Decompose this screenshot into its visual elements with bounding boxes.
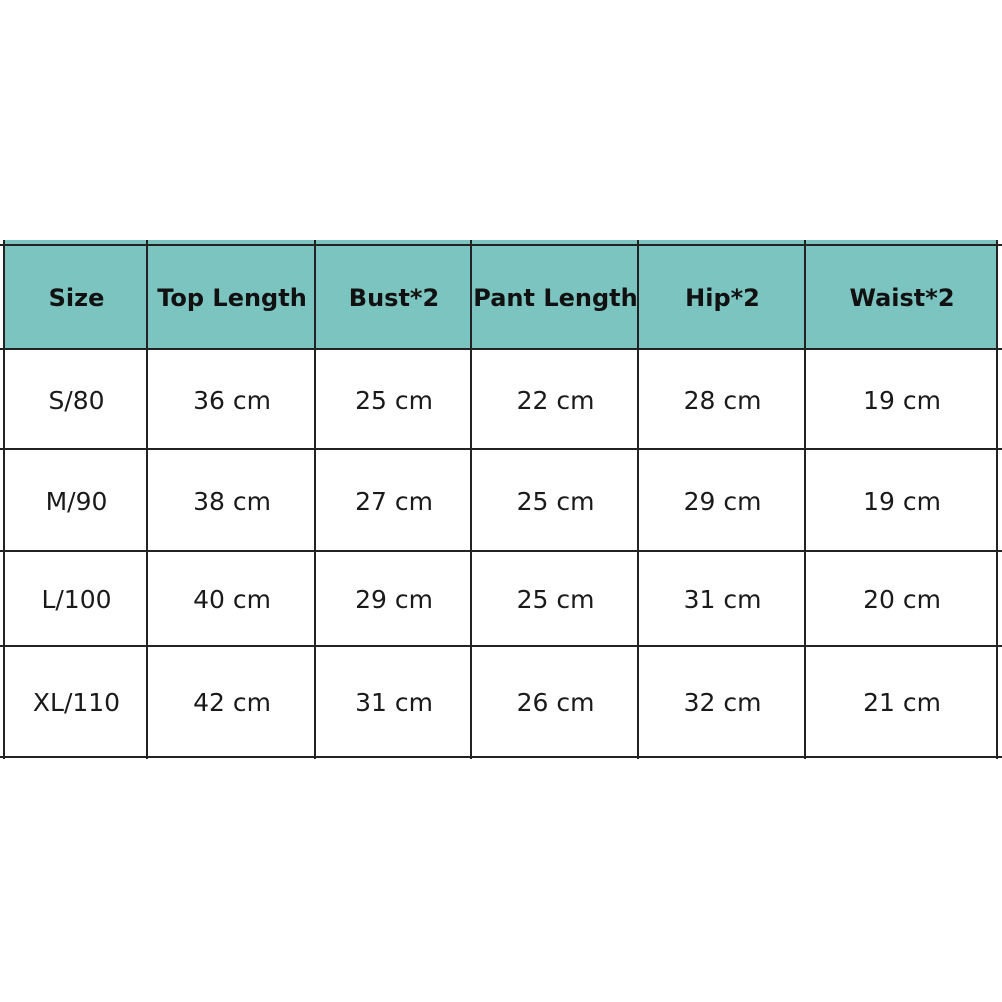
column-divider — [314, 240, 316, 759]
column-divider — [3, 240, 5, 759]
table-cell: 27 cm — [355, 486, 433, 516]
table-cell: M/90 — [45, 486, 108, 516]
table-cell: 29 cm — [355, 585, 433, 614]
table-cell: 28 cm — [683, 385, 762, 415]
table-cell: 31 cm — [683, 585, 762, 614]
row-divider — [0, 645, 1002, 647]
table-cell: 19 cm — [863, 385, 941, 415]
column-divider — [996, 240, 998, 759]
table-cell: 26 cm — [516, 688, 595, 717]
row-divider — [0, 550, 1002, 552]
table-cell: 36 cm — [193, 385, 271, 415]
table-cell: S/80 — [48, 385, 105, 415]
column-header: Pant Length — [473, 284, 638, 312]
row-divider — [0, 756, 1002, 758]
table-cell: 31 cm — [355, 688, 433, 717]
row-divider — [0, 244, 1002, 246]
table-cell: 32 cm — [683, 688, 762, 717]
table-cell: 22 cm — [516, 385, 595, 415]
column-divider — [804, 240, 806, 759]
table-cell: L/100 — [41, 585, 112, 614]
column-header: Waist*2 — [849, 284, 955, 312]
table-cell: 25 cm — [516, 585, 595, 614]
row-divider — [0, 348, 1002, 350]
table-cell: 40 cm — [193, 585, 271, 614]
table-cell: XL/110 — [32, 688, 121, 717]
column-header: Bust*2 — [348, 284, 440, 312]
table-cell: 19 cm — [863, 486, 941, 516]
header-background — [4, 240, 998, 349]
row-divider — [0, 448, 1002, 450]
column-divider — [470, 240, 472, 759]
column-divider — [146, 240, 148, 759]
column-header: Size — [48, 284, 105, 312]
table-cell: 29 cm — [683, 486, 762, 516]
table-cell: 25 cm — [516, 486, 595, 516]
table-cell: 20 cm — [863, 585, 941, 614]
table-cell: 21 cm — [863, 688, 941, 717]
column-divider — [637, 240, 639, 759]
table-cell: 42 cm — [193, 688, 271, 717]
column-header: Hip*2 — [685, 284, 760, 312]
table-cell: 38 cm — [193, 486, 271, 516]
column-header: Top Length — [157, 284, 307, 312]
table-cell: 25 cm — [355, 385, 433, 415]
